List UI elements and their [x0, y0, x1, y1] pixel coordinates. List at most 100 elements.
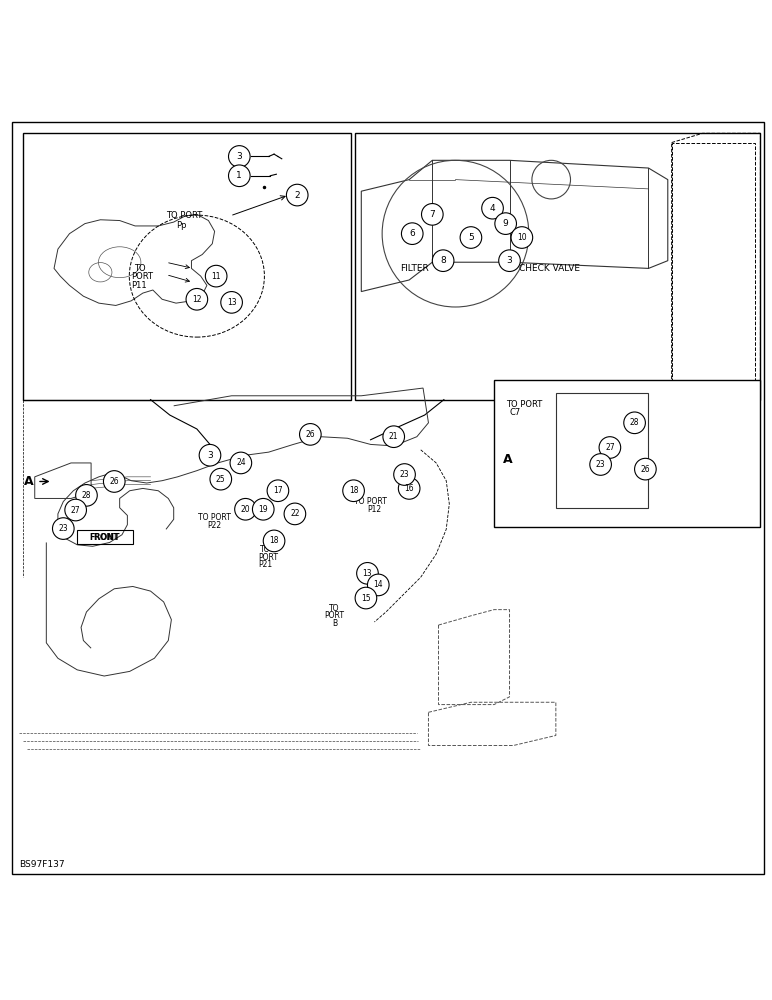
Circle shape	[284, 503, 306, 525]
Circle shape	[263, 530, 285, 552]
Circle shape	[76, 485, 97, 506]
Text: 24: 24	[236, 458, 245, 467]
Text: 28: 28	[82, 491, 91, 500]
Text: 7: 7	[429, 210, 435, 219]
Text: 11: 11	[212, 272, 221, 281]
Bar	[672, 143, 755, 386]
Text: TO: TO	[329, 604, 340, 613]
Text: 22: 22	[290, 509, 300, 518]
Text: 16: 16	[405, 484, 414, 493]
Text: 20: 20	[241, 505, 250, 514]
Text: TO PORT: TO PORT	[354, 497, 387, 506]
Circle shape	[495, 213, 516, 234]
Text: 26: 26	[306, 430, 315, 439]
Circle shape	[590, 454, 611, 475]
Text: TO PORT: TO PORT	[506, 400, 542, 409]
Text: 27: 27	[71, 506, 80, 515]
Text: P21: P21	[258, 560, 272, 569]
Text: 6: 6	[409, 229, 415, 238]
Text: 13: 13	[227, 298, 236, 307]
Circle shape	[286, 184, 308, 206]
Circle shape	[635, 458, 656, 480]
Circle shape	[460, 227, 482, 248]
Bar	[23, 133, 351, 400]
Circle shape	[252, 498, 274, 520]
Circle shape	[367, 574, 389, 596]
Text: 8: 8	[440, 256, 446, 265]
Circle shape	[205, 265, 227, 287]
Text: A: A	[503, 453, 512, 466]
Circle shape	[229, 146, 250, 167]
Text: TO PORT: TO PORT	[198, 513, 231, 522]
Circle shape	[186, 288, 208, 310]
Text: TO PORT: TO PORT	[166, 211, 202, 220]
Circle shape	[401, 223, 423, 244]
Bar	[77, 530, 133, 544]
Circle shape	[230, 452, 252, 474]
Text: B: B	[333, 619, 337, 628]
Text: FRONT: FRONT	[89, 533, 118, 542]
Text: 3: 3	[207, 451, 213, 460]
Circle shape	[52, 518, 74, 539]
Text: P12: P12	[367, 505, 381, 514]
Text: 5: 5	[468, 233, 474, 242]
Text: BS97F137: BS97F137	[19, 860, 65, 869]
Circle shape	[300, 424, 321, 445]
Text: 3: 3	[236, 152, 242, 161]
Circle shape	[499, 250, 520, 271]
Text: 28: 28	[630, 418, 639, 427]
Text: A: A	[24, 475, 33, 488]
Text: FRONT: FRONT	[90, 533, 120, 542]
Circle shape	[221, 292, 242, 313]
Circle shape	[398, 478, 420, 499]
Circle shape	[355, 587, 377, 609]
Circle shape	[343, 480, 364, 502]
Circle shape	[357, 563, 378, 584]
Circle shape	[103, 471, 125, 492]
Text: 15: 15	[361, 594, 371, 603]
Circle shape	[229, 165, 250, 187]
Circle shape	[511, 227, 533, 248]
Text: 13: 13	[363, 569, 372, 578]
Circle shape	[624, 412, 645, 434]
Text: P11: P11	[131, 281, 147, 290]
Bar	[494, 380, 760, 527]
Text: CHECK VALVE: CHECK VALVE	[519, 264, 580, 273]
Text: 18: 18	[349, 486, 358, 495]
Text: 17: 17	[273, 486, 283, 495]
Circle shape	[422, 204, 443, 225]
Text: 1: 1	[236, 171, 242, 180]
Text: TO: TO	[134, 264, 145, 273]
Text: 4: 4	[489, 204, 496, 213]
Text: 27: 27	[605, 443, 615, 452]
Text: 23: 23	[59, 524, 68, 533]
Text: 9: 9	[503, 219, 509, 228]
Text: C7: C7	[510, 408, 521, 417]
Text: 18: 18	[269, 536, 279, 545]
Text: 21: 21	[389, 432, 398, 441]
Text: TO: TO	[260, 545, 271, 554]
Circle shape	[199, 444, 221, 466]
Circle shape	[65, 499, 86, 521]
Bar	[355, 133, 760, 400]
Bar	[556, 393, 648, 508]
Text: FILTER: FILTER	[400, 264, 428, 273]
Circle shape	[210, 468, 232, 490]
Text: 3: 3	[506, 256, 513, 265]
Text: PORT: PORT	[131, 272, 153, 281]
Circle shape	[267, 480, 289, 502]
Text: PORT: PORT	[324, 611, 344, 620]
Text: 23: 23	[400, 470, 409, 479]
Circle shape	[482, 197, 503, 219]
Circle shape	[394, 464, 415, 485]
Text: 19: 19	[259, 505, 268, 514]
Circle shape	[235, 498, 256, 520]
Text: 26: 26	[110, 477, 119, 486]
Circle shape	[599, 437, 621, 458]
Text: 2: 2	[294, 191, 300, 200]
Text: 10: 10	[517, 233, 527, 242]
Text: 26: 26	[641, 465, 650, 474]
Circle shape	[432, 250, 454, 271]
Text: PORT: PORT	[258, 553, 278, 562]
Text: 25: 25	[216, 475, 225, 484]
